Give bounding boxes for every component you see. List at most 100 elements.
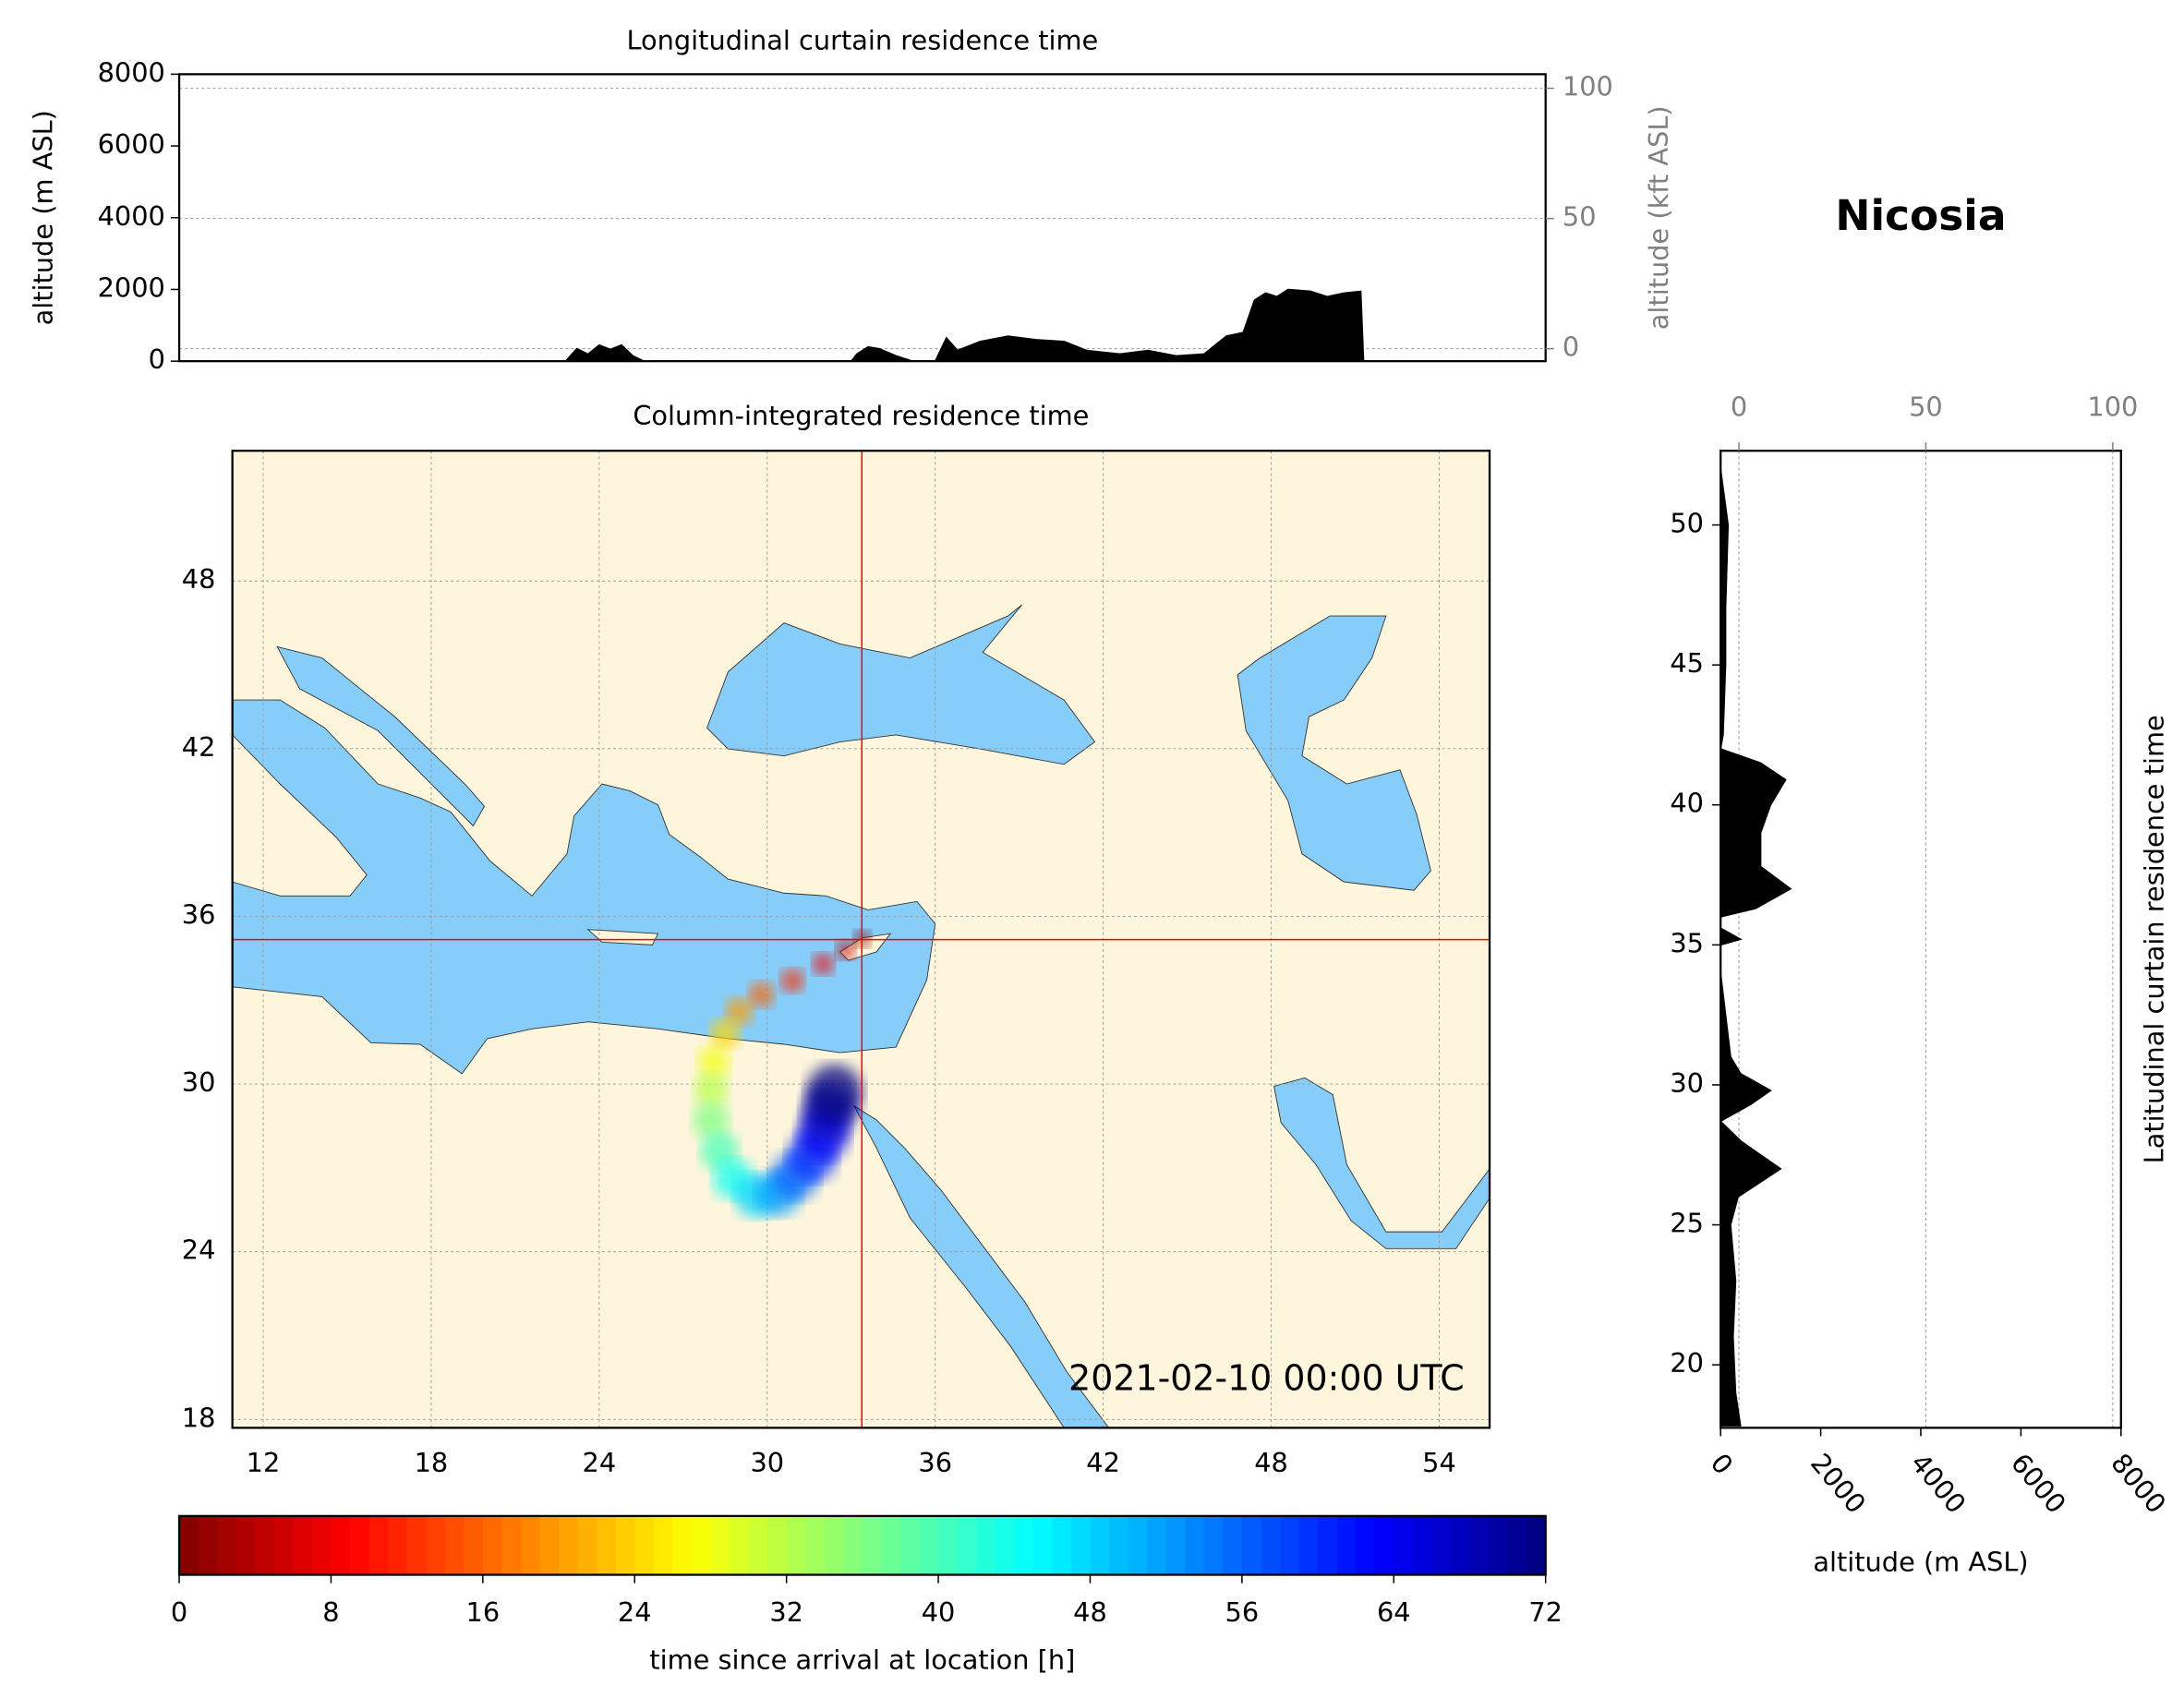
colorbar-band [1128,1515,1149,1575]
colorbar-band [217,1515,237,1575]
colorbar-band [1241,1515,1262,1575]
colorbar-band [1469,1515,1490,1575]
colorbar-band [938,1515,959,1575]
x-tick-label: 64 [1377,1596,1411,1628]
y-tick-label: 4000 [98,200,165,232]
area-fill [1720,468,1792,1427]
x2-tick-label: 50 [1909,391,1943,423]
y-tick-label: 8000 [98,56,165,88]
colorbar-band [1318,1515,1338,1575]
colorbar-band [957,1515,978,1575]
colorbar-band [464,1515,484,1575]
plume-point [806,1064,863,1121]
colorbar-band [710,1515,730,1575]
colorbar-band [1014,1515,1034,1575]
plume-point [694,1072,729,1107]
colorbar-band [235,1515,257,1575]
y2-tick-label: 0 [1563,331,1579,363]
colorbar-band [843,1515,863,1575]
x-tick-label: 72 [1528,1596,1563,1628]
sea [706,604,1096,765]
colorbar-band [824,1515,845,1575]
area-fill [565,289,1364,362]
y-tick-label: 40 [1670,788,1704,819]
colorbar-band [388,1515,408,1575]
y2-axis-label: altitude (kft ASL) [1643,105,1674,330]
x-tick-label: 24 [583,1447,617,1478]
y-tick-label: 20 [1670,1347,1704,1379]
colorbar-band [767,1515,788,1575]
colorbar-band [255,1515,275,1575]
x-tick-label: 24 [618,1596,652,1628]
colorbar-band [1336,1515,1357,1575]
x-tick-label: 8 [322,1596,339,1628]
x2-tick-label: 0 [1731,391,1747,423]
colorbar-band [1489,1515,1509,1575]
x-tick-label: 18 [415,1447,449,1478]
colorbar-band [501,1515,522,1575]
plume-point [780,969,804,993]
colorbar-band [1431,1515,1452,1575]
colorbar-band [1147,1515,1167,1575]
colorbar-band [1203,1515,1225,1575]
colorbar-band [539,1515,560,1575]
colorbar-band [1507,1515,1528,1575]
colorbar-band [786,1515,807,1575]
colorbar-band [1070,1515,1092,1575]
sea [276,645,486,827]
plot-frame [231,450,1491,1429]
sea [1237,615,1431,891]
y-tick-label: 45 [1670,647,1704,679]
colorbar-band [311,1515,332,1575]
colorbar-band [1412,1515,1433,1575]
y-tick-label: 18 [182,1402,216,1433]
sea [852,1104,1110,1428]
colorbar-band [653,1515,674,1575]
colorbar-band [1279,1515,1300,1575]
plume-point [710,1018,741,1049]
y-tick-label: 35 [1670,927,1704,958]
x-tick-label: 32 [769,1596,803,1628]
y-tick-label: 24 [182,1234,216,1266]
y-axis-label: Latitudinal curtain residence time [2139,715,2170,1163]
island [586,929,659,945]
colorbar-band [1261,1515,1281,1575]
plume-point [697,1045,730,1078]
colorbar-band [748,1515,769,1575]
plume-point [836,940,855,960]
colorbar-band [482,1515,503,1575]
colorbar-band [406,1515,428,1575]
colorbar-band [899,1515,921,1575]
colorbar-band [520,1515,541,1575]
x-tick-label: 48 [1254,1447,1288,1478]
colorbar-band [691,1515,712,1575]
colorbar-band [1032,1515,1054,1575]
colorbar-band [350,1515,370,1575]
y2-tick-label: 50 [1563,201,1597,233]
y-tick-label: 30 [1670,1067,1704,1099]
colorbar-band [1185,1515,1205,1575]
colorbar-band [1374,1515,1395,1575]
y-tick-label: 50 [1670,508,1704,539]
x-tick-label: 30 [750,1447,784,1478]
colorbar-band [1450,1515,1471,1575]
x-tick-label: 48 [1073,1596,1107,1628]
x-axis-label: time since arrival at location [h] [649,1644,1075,1676]
sea [1273,1077,1490,1249]
x-tick-label: 16 [466,1596,501,1628]
x-tick-label: 0 [171,1596,187,1628]
colorbar-band [444,1515,465,1575]
colorbar-band [426,1515,446,1575]
colorbar-band [1223,1515,1243,1575]
plume-point [812,953,834,975]
colorbar-band [597,1515,617,1575]
plume-point [693,1102,730,1139]
area-line [564,288,1365,362]
colorbar-band [1109,1515,1129,1575]
colorbar-band [881,1515,901,1575]
colorbar-band [368,1515,390,1575]
y-tick-label: 48 [182,563,216,595]
x-tick-label: 36 [918,1447,952,1478]
